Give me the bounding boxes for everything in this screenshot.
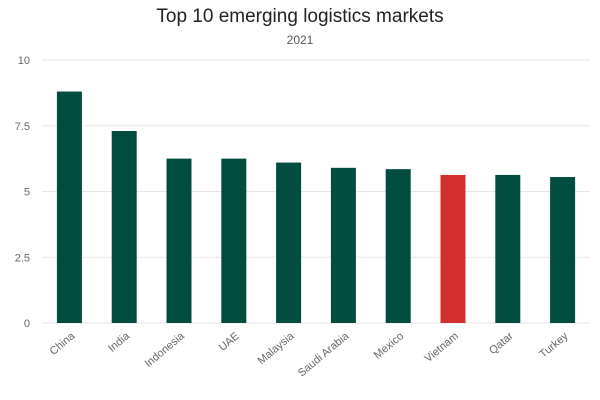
bar — [385, 169, 411, 323]
x-tick-label: Mexico — [372, 330, 406, 362]
bar — [56, 91, 82, 323]
bar — [166, 158, 192, 323]
x-tick-label: China — [48, 330, 78, 358]
x-tick-label: Qatar — [487, 330, 516, 357]
y-tick-label: 0 — [24, 318, 30, 330]
bar — [495, 174, 521, 323]
bar — [276, 162, 302, 323]
bar — [550, 177, 576, 323]
bar — [440, 174, 466, 323]
x-tick-label: Indonesia — [143, 330, 188, 370]
bar — [330, 167, 356, 323]
x-tick-label: Malaysia — [256, 330, 298, 368]
x-tick-label: Saudi Arabia — [296, 330, 352, 380]
chart-subtitle: 2021 — [286, 33, 314, 47]
x-tick-label: India — [106, 330, 133, 355]
y-tick-label: 10 — [18, 55, 30, 67]
y-tick-label: 2.5 — [15, 252, 30, 264]
y-tick-label: 7.5 — [15, 121, 30, 133]
x-tick-label: UAE — [217, 330, 242, 354]
bar — [221, 158, 247, 323]
bar — [111, 131, 137, 323]
chart-title: Top 10 emerging logistics markets — [156, 6, 444, 27]
x-tick-label: Turkey — [537, 330, 571, 361]
x-tick-label: Vietnam — [422, 330, 460, 365]
y-tick-label: 5 — [24, 187, 30, 199]
